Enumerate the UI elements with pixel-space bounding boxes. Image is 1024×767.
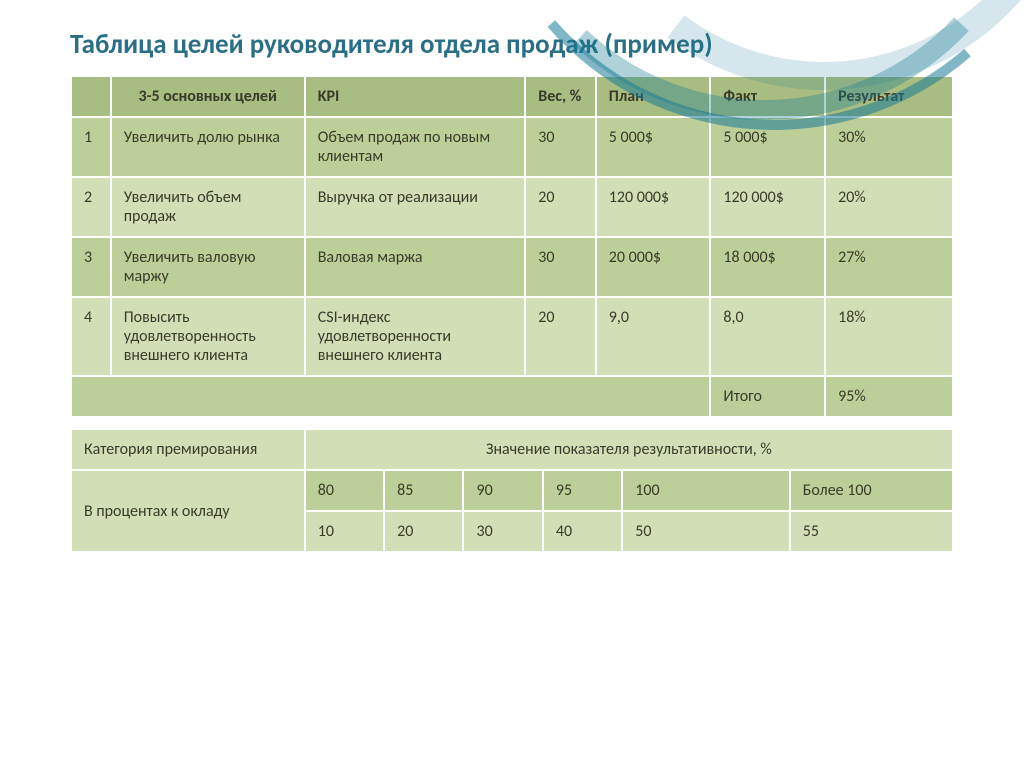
bonus-category-label: Категория премирования (71, 429, 305, 470)
cell-weight: 30 (525, 117, 596, 177)
table-row: 4 Повысить удовлетворенность внешнего кл… (71, 297, 953, 376)
spacer (70, 418, 954, 428)
cell-result: 27% (825, 237, 953, 297)
cell-plan: 5 000$ (596, 117, 711, 177)
threshold-cell: 80 (305, 470, 384, 511)
cell-goal: Увеличить валовую маржу (111, 237, 305, 297)
threshold-cell: 90 (463, 470, 542, 511)
cell-kpi: Выручка от реализации (305, 177, 526, 237)
col-goal: 3-5 основных целей (111, 76, 305, 117)
cell-num: 2 (71, 177, 111, 237)
cell-plan: 9,0 (596, 297, 711, 376)
bonus-threshold-row: В процентах к окладу 80 85 90 95 100 Бол… (71, 470, 953, 511)
cell-goal: Повысить удовлетворенность внешнего клие… (111, 297, 305, 376)
bonus-row-label: В процентах к окладу (71, 470, 305, 552)
col-kpi: KPI (305, 76, 526, 117)
cell-result: 18% (825, 297, 953, 376)
cell-kpi: Валовая маржа (305, 237, 526, 297)
cell-weight: 20 (525, 177, 596, 237)
goals-total-row: Итого 95% (71, 376, 953, 417)
threshold-cell: 85 (384, 470, 463, 511)
bonus-table: Категория премирования Значение показате… (70, 428, 954, 553)
total-label: Итого (710, 376, 825, 417)
cell-num: 4 (71, 297, 111, 376)
total-spacer (71, 376, 710, 417)
cell-fact: 18 000$ (710, 237, 825, 297)
percent-cell: 30 (463, 511, 542, 552)
cell-kpi: Объем продаж по новым клиентам (305, 117, 526, 177)
col-num (71, 76, 111, 117)
slide: Таблица целей руководителя отдела продаж… (0, 0, 1024, 767)
total-value: 95% (825, 376, 953, 417)
bonus-header-row: Категория премирования Значение показате… (71, 429, 953, 470)
cell-plan: 20 000$ (596, 237, 711, 297)
threshold-cell: 95 (543, 470, 622, 511)
cell-num: 3 (71, 237, 111, 297)
cell-weight: 20 (525, 297, 596, 376)
cell-result: 20% (825, 177, 953, 237)
goals-table: 3-5 основных целей KPI Вес, % План Факт … (70, 75, 954, 418)
threshold-cell: 100 (622, 470, 790, 511)
percent-cell: 10 (305, 511, 384, 552)
cell-result: 30% (825, 117, 953, 177)
percent-cell: 20 (384, 511, 463, 552)
cell-fact: 120 000$ (710, 177, 825, 237)
percent-cell: 40 (543, 511, 622, 552)
percent-cell: 55 (790, 511, 953, 552)
cell-num: 1 (71, 117, 111, 177)
cell-goal: Увеличить объем продаж (111, 177, 305, 237)
cell-fact: 8,0 (710, 297, 825, 376)
cell-goal: Увеличить долю рынка (111, 117, 305, 177)
threshold-cell: Более 100 (790, 470, 953, 511)
col-weight: Вес, % (525, 76, 596, 117)
percent-cell: 50 (622, 511, 790, 552)
bonus-metric-label: Значение показателя результативности, % (305, 429, 953, 470)
cell-kpi: CSI-индекс удовлетворенности внешнего кл… (305, 297, 526, 376)
cell-plan: 120 000$ (596, 177, 711, 237)
table-row: 2 Увеличить объем продаж Выручка от реал… (71, 177, 953, 237)
table-row: 3 Увеличить валовую маржу Валовая маржа … (71, 237, 953, 297)
cell-weight: 30 (525, 237, 596, 297)
